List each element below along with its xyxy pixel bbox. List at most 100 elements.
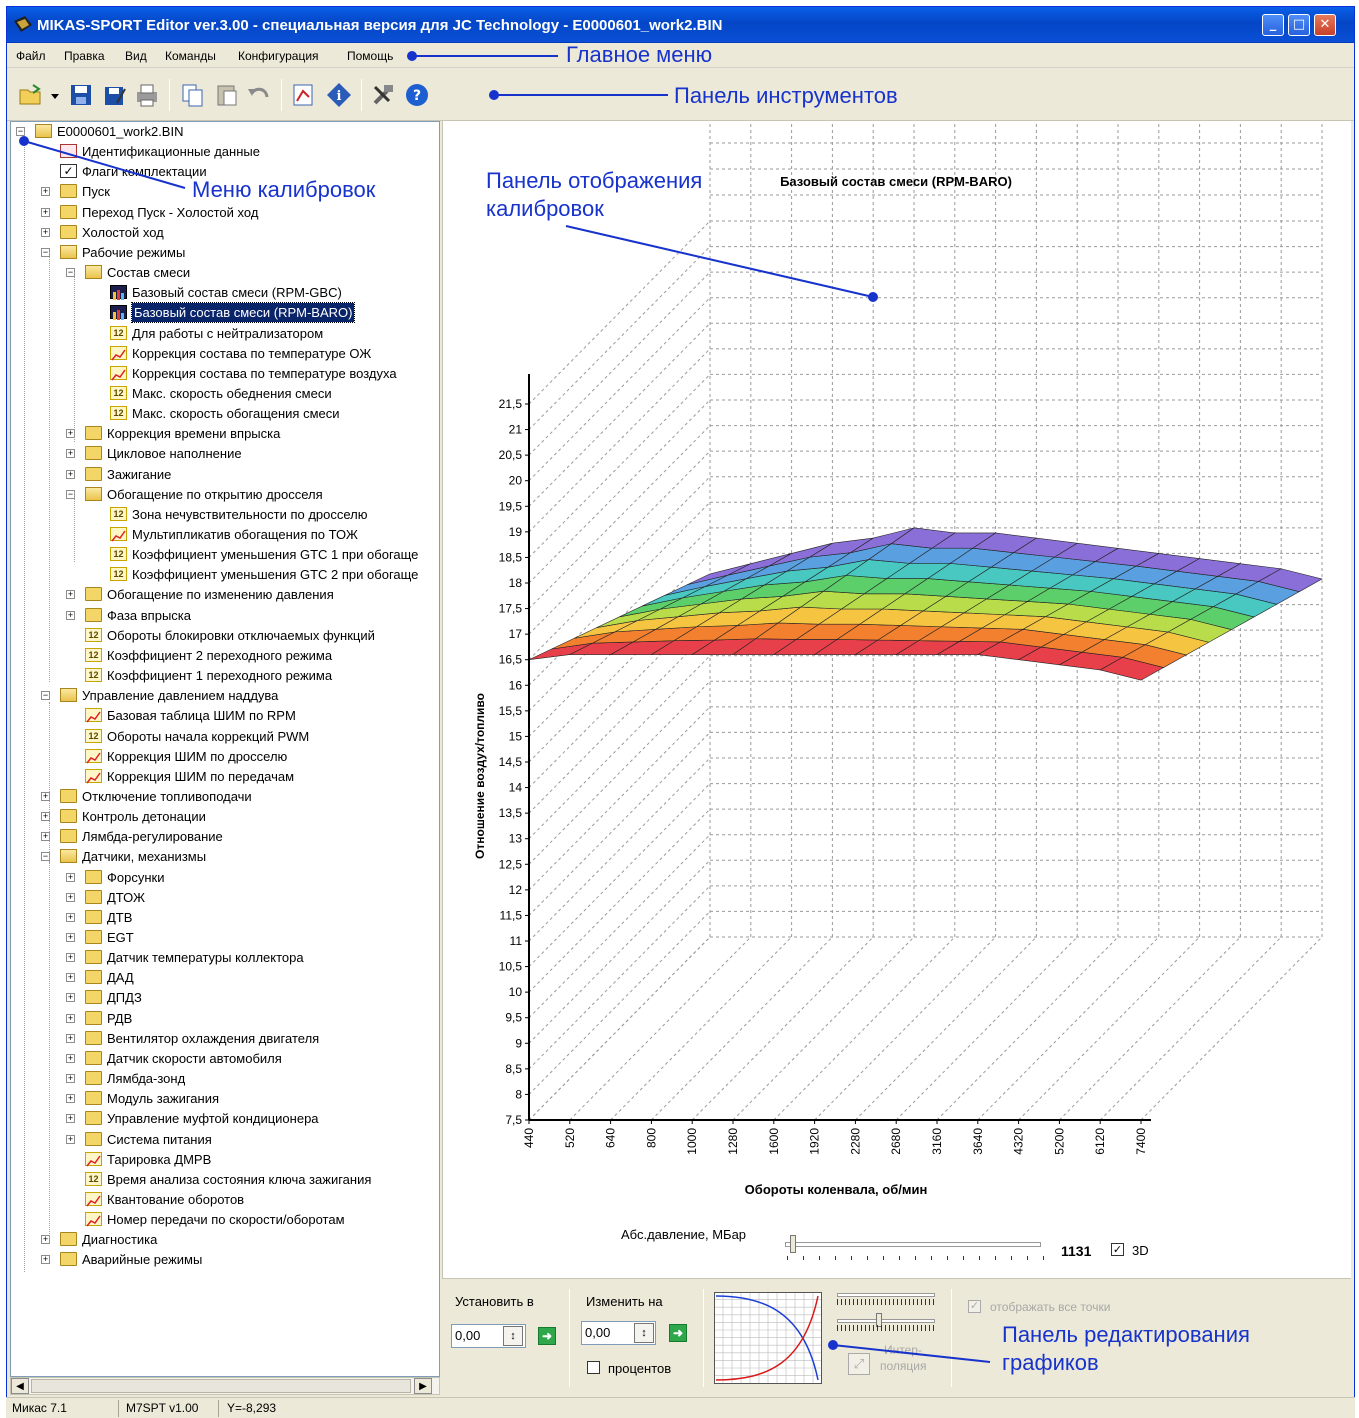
expand-button[interactable]: +	[66, 1093, 75, 1104]
tree-node[interactable]: 12 Коэффициент 1 переходного режима	[11, 666, 439, 685]
tree-node[interactable]: + ДПДЗ	[11, 988, 439, 1007]
tree-node[interactable]: + Лямбда-регулирование	[11, 827, 439, 846]
tree-node[interactable]: + Обогащение по изменению давления	[11, 585, 439, 604]
curve-slider-2[interactable]	[837, 1319, 935, 1323]
tree-node[interactable]: − Управление давлением наддува	[11, 686, 439, 705]
expand-button[interactable]: +	[41, 1254, 50, 1265]
interpolation-curve-preview[interactable]	[714, 1292, 822, 1384]
tree-node[interactable]: + Система питания	[11, 1130, 439, 1149]
tree-node[interactable]: − Рабочие режимы	[11, 243, 439, 262]
collapse-button[interactable]: −	[41, 690, 50, 701]
expand-button[interactable]: +	[66, 952, 75, 963]
expand-button[interactable]: +	[66, 1113, 75, 1124]
open-folder-icon[interactable]	[17, 81, 45, 109]
interpolation-button[interactable]: ⤢	[848, 1353, 870, 1375]
tree-node[interactable]: + Зажигание	[11, 465, 439, 484]
menu-view[interactable]: Вид	[125, 49, 147, 63]
scroll-left-button[interactable]: ◀	[11, 1378, 29, 1394]
expand-button[interactable]: +	[66, 1032, 75, 1043]
menu-commands[interactable]: Команды	[165, 49, 216, 63]
maximize-button[interactable]: □	[1288, 14, 1310, 36]
tree-node[interactable]: 12 Обороты начала коррекций PWM	[11, 727, 439, 746]
expand-button[interactable]: +	[41, 186, 50, 197]
scroll-thumb[interactable]	[31, 1379, 411, 1393]
tools-icon[interactable]	[369, 81, 397, 109]
expand-button[interactable]: +	[66, 1012, 75, 1023]
tree-node[interactable]: + Лямбда-зонд	[11, 1069, 439, 1088]
tree-node[interactable]: Коррекция состава по температуре ОЖ	[11, 344, 439, 363]
tree-node[interactable]: Идентификационные данные	[11, 142, 439, 161]
save-as-icon[interactable]	[101, 81, 129, 109]
tree-node[interactable]: + Отключение топливоподачи	[11, 787, 439, 806]
tree-node[interactable]: + Датчик скорости автомобиля	[11, 1049, 439, 1068]
menu-file[interactable]: Файл	[16, 49, 46, 63]
show-all-points-checkbox[interactable]: ✓	[968, 1300, 981, 1313]
tree-node[interactable]: 12 Обороты блокировки отключаемых функций	[11, 626, 439, 645]
scroll-right-button[interactable]: ▶	[414, 1378, 432, 1394]
close-button[interactable]: ✕	[1314, 14, 1336, 36]
tree-node[interactable]: + Коррекция времени впрыска	[11, 424, 439, 443]
tree-node[interactable]: + Аварийные режимы	[11, 1250, 439, 1269]
expand-button[interactable]: +	[66, 871, 75, 882]
tree-horizontal-scrollbar[interactable]: ◀ ▶	[10, 1377, 440, 1395]
menu-configuration[interactable]: Конфигурация	[238, 49, 319, 63]
tree-node[interactable]: 12 Макс. скорость обеднения смеси	[11, 384, 439, 403]
tree-node[interactable]: Квантование оборотов	[11, 1190, 439, 1209]
menu-edit[interactable]: Правка	[64, 49, 105, 63]
tree-node[interactable]: Мультипликатив обогащения по ТОЖ	[11, 525, 439, 544]
set-to-spinner[interactable]: ↕	[503, 1326, 523, 1346]
expand-button[interactable]: +	[66, 448, 75, 459]
tree-node[interactable]: Базовая таблица ШИМ по RPM	[11, 706, 439, 725]
tree-node[interactable]: + Форсунки	[11, 868, 439, 887]
change-by-spinner[interactable]: ↕	[634, 1323, 654, 1343]
expand-button[interactable]: +	[66, 1133, 75, 1144]
tree-node[interactable]: + EGT	[11, 928, 439, 947]
expand-button[interactable]: +	[41, 226, 50, 237]
expand-button[interactable]: +	[66, 609, 75, 620]
dropdown-arrow-icon[interactable]	[49, 81, 61, 109]
tree-node[interactable]: 12 Время анализа состояния ключа зажигани…	[11, 1170, 439, 1189]
calibration-tree[interactable]: − E0000601_work2.BIN Идентификационные дан…	[10, 121, 440, 1377]
expand-button[interactable]: +	[41, 206, 50, 217]
expand-button[interactable]: +	[66, 992, 75, 1003]
pressure-slider-thumb[interactable]	[790, 1235, 796, 1253]
compare-icon[interactable]	[289, 81, 317, 109]
tree-node[interactable]: + Переход Пуск - Холостой ход	[11, 203, 439, 222]
help-icon[interactable]: ?	[403, 81, 431, 109]
expand-button[interactable]: +	[66, 932, 75, 942]
tree-node[interactable]: Номер передачи по скорости/оборотам	[11, 1210, 439, 1229]
tree-node[interactable]: Коррекция состава по температуре воздуха	[11, 364, 439, 383]
tree-node[interactable]: Коррекция ШИМ по передачам	[11, 767, 439, 786]
expand-button[interactable]: +	[66, 1073, 75, 1084]
collapse-button[interactable]: −	[16, 126, 25, 136]
tree-node[interactable]: + ДТОЖ	[11, 888, 439, 907]
tree-node[interactable]: + ДТВ	[11, 908, 439, 927]
info-icon[interactable]: i	[325, 81, 353, 109]
tree-node[interactable]: + Фаза впрыска	[11, 606, 439, 625]
expand-button[interactable]: +	[66, 911, 75, 922]
calibration-display-panel[interactable]: 7,5 8 8,5 9 9,5 10 10,5 11 11,5 12 12,5 13 13,5 14 14,…	[442, 121, 1351, 1278]
tree-node[interactable]: + Диагностика	[11, 1230, 439, 1249]
pressure-slider-track[interactable]	[785, 1242, 1041, 1247]
tree-node[interactable]: 12 Для работы с нейтрализатором	[11, 324, 439, 343]
tree-node[interactable]: + Цикловое наполнение	[11, 444, 439, 463]
tree-node[interactable]: 12 Коэффициент уменьшения GTC 1 при обога…	[11, 545, 439, 564]
tree-node[interactable]: 12 Зона нечувствительности по дросселю	[11, 505, 439, 524]
tree-node[interactable]: + Управление муфтой кондиционера	[11, 1109, 439, 1128]
tree-node[interactable]: − Состав смеси	[11, 263, 439, 282]
print-icon[interactable]	[133, 81, 161, 109]
percent-checkbox[interactable]	[587, 1361, 600, 1374]
expand-button[interactable]: +	[66, 1052, 75, 1063]
3d-checkbox[interactable]: ✓	[1111, 1243, 1124, 1256]
tree-node[interactable]: − E0000601_work2.BIN	[11, 122, 439, 141]
tree-node[interactable]: Базовый состав смеси (RPM-BARO)	[11, 302, 439, 324]
tree-node[interactable]: 12 Коэффициент уменьшения GTC 2 при обога…	[11, 565, 439, 584]
save-icon[interactable]	[67, 81, 95, 109]
chart-surface[interactable]	[528, 527, 1323, 681]
set-apply-button[interactable]: ➜	[538, 1327, 556, 1345]
minimize-button[interactable]: _	[1262, 14, 1284, 36]
tree-node[interactable]: 12 Коэффициент 2 переходного режима	[11, 646, 439, 665]
tree-node[interactable]: Базовый состав смеси (RPM-GBC)	[11, 283, 439, 302]
tree-node[interactable]: Коррекция ШИМ по дросселю	[11, 747, 439, 766]
tree-node[interactable]: − Датчики, механизмы	[11, 847, 439, 866]
